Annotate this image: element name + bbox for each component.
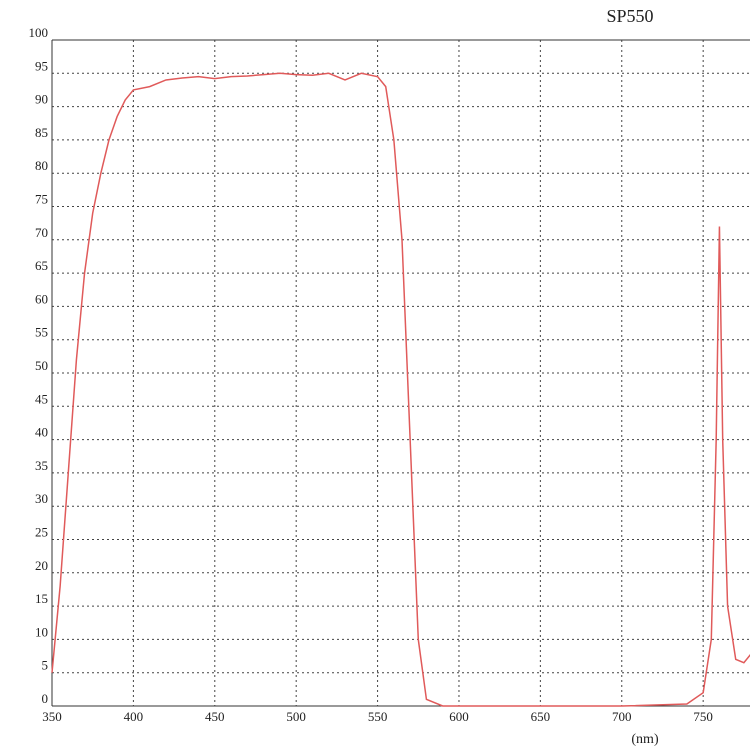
y-tick-label: 20 — [35, 558, 48, 573]
x-tick-label: 650 — [531, 709, 551, 724]
x-axis-label: (nm) — [631, 732, 659, 747]
data-line — [51, 72, 750, 707]
y-tick-label: 95 — [35, 58, 48, 73]
y-tick-label: 30 — [35, 491, 48, 506]
y-tick-label: 50 — [35, 358, 48, 373]
x-tick-label: 500 — [286, 709, 306, 724]
y-tick-label: 85 — [35, 125, 48, 140]
y-tick-label: 0 — [42, 691, 49, 706]
y-tick-label: 15 — [35, 591, 48, 606]
x-tick-label: 750 — [693, 709, 713, 724]
y-tick-label: 80 — [35, 158, 48, 173]
chart-title: SP550 — [606, 6, 653, 26]
y-tick-label: 90 — [35, 92, 48, 107]
y-tick-label: 60 — [35, 291, 48, 306]
x-tick-label: 400 — [124, 709, 144, 724]
y-tick-label: 10 — [35, 624, 48, 639]
y-tick-label: 100 — [29, 25, 49, 40]
y-tick-label: 35 — [35, 458, 48, 473]
x-tick-label: 550 — [368, 709, 388, 724]
x-tick-label: 450 — [205, 709, 225, 724]
y-tick-label: 25 — [35, 524, 48, 539]
y-tick-label: 65 — [35, 258, 48, 273]
x-tick-label: 350 — [42, 709, 62, 724]
y-tick-label: 55 — [35, 325, 48, 340]
x-tick-label: 600 — [449, 709, 469, 724]
y-tick-label: 5 — [42, 658, 49, 673]
y-tick-label: 75 — [35, 191, 48, 206]
y-tick-label: 45 — [35, 391, 48, 406]
y-tick-label: 70 — [35, 225, 48, 240]
x-tick-label: 700 — [612, 709, 632, 724]
y-tick-label: 40 — [35, 425, 48, 440]
